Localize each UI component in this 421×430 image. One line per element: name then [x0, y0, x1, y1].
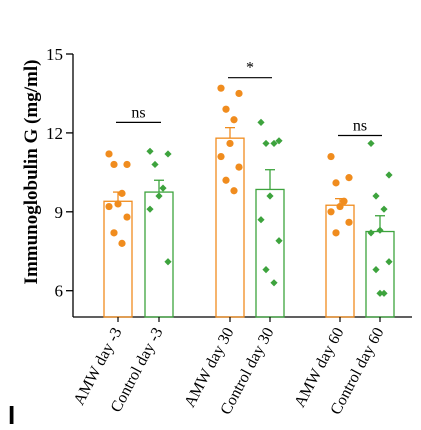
- data-point: [230, 187, 238, 195]
- y-tick-label: 12: [46, 124, 63, 143]
- data-point: [230, 116, 238, 124]
- data-point: [123, 213, 131, 221]
- bar: [255, 188, 285, 318]
- data-point: [222, 105, 230, 113]
- data-point: [270, 279, 278, 287]
- y-tick-label: 15: [46, 45, 63, 64]
- data-point: [217, 84, 225, 92]
- data-point: [345, 174, 353, 182]
- data-point: [367, 229, 375, 237]
- data-point: [327, 208, 335, 216]
- data-point: [340, 197, 348, 205]
- data-point: [266, 192, 274, 200]
- data-point: [372, 266, 380, 274]
- data-point: [376, 226, 384, 234]
- y-axis-label: Immunoglobulin G (mg/ml): [21, 60, 42, 285]
- bar: [365, 230, 395, 318]
- error-bars: [113, 126, 385, 232]
- data-point: [372, 192, 380, 200]
- data-point: [385, 171, 393, 179]
- data-point: [385, 258, 393, 266]
- data-point: [105, 150, 113, 158]
- y-tick-label: 9: [55, 203, 64, 222]
- y-ticks: 6 9 12 15: [46, 45, 73, 301]
- data-point: [222, 176, 230, 184]
- data-point: [118, 239, 126, 247]
- data-point: [380, 205, 388, 213]
- data-point: [367, 139, 375, 148]
- data-point: [336, 202, 344, 211]
- data-point: [146, 205, 154, 213]
- data-point: [114, 200, 122, 208]
- data-point: [217, 152, 225, 161]
- data-point: [327, 152, 335, 161]
- data-point: [164, 150, 172, 158]
- data-point: [257, 216, 265, 224]
- data-point: [345, 218, 353, 226]
- data-point: [151, 160, 159, 169]
- significance-label: *: [246, 60, 254, 77]
- data-point: [226, 139, 234, 148]
- significance-annotations: ns * ns: [116, 60, 382, 137]
- data-point: [155, 192, 163, 200]
- data-point: [380, 289, 388, 297]
- panel-letter: I: [8, 400, 16, 430]
- data-point: [332, 179, 340, 187]
- data-point: [164, 258, 172, 266]
- data-point: [123, 160, 131, 169]
- data-point: [257, 118, 265, 126]
- data-point: [270, 139, 278, 148]
- data-point: [262, 139, 270, 148]
- significance-label: ns: [131, 104, 145, 121]
- y-tick-label: 6: [55, 282, 64, 301]
- data-point: [332, 229, 340, 237]
- data-point: [262, 266, 270, 274]
- data-point: [235, 163, 243, 171]
- data-point: [376, 289, 384, 297]
- data-point: [110, 160, 118, 169]
- bars: [103, 137, 395, 318]
- data-point: [235, 89, 243, 98]
- data-points: [105, 84, 393, 297]
- data-point: [275, 137, 283, 145]
- data-point: [118, 189, 126, 197]
- data-point: [275, 237, 283, 245]
- significance-label: ns: [353, 118, 367, 135]
- data-point: [159, 184, 167, 192]
- data-point: [105, 202, 113, 211]
- data-point: [146, 147, 154, 155]
- data-point: [110, 229, 118, 237]
